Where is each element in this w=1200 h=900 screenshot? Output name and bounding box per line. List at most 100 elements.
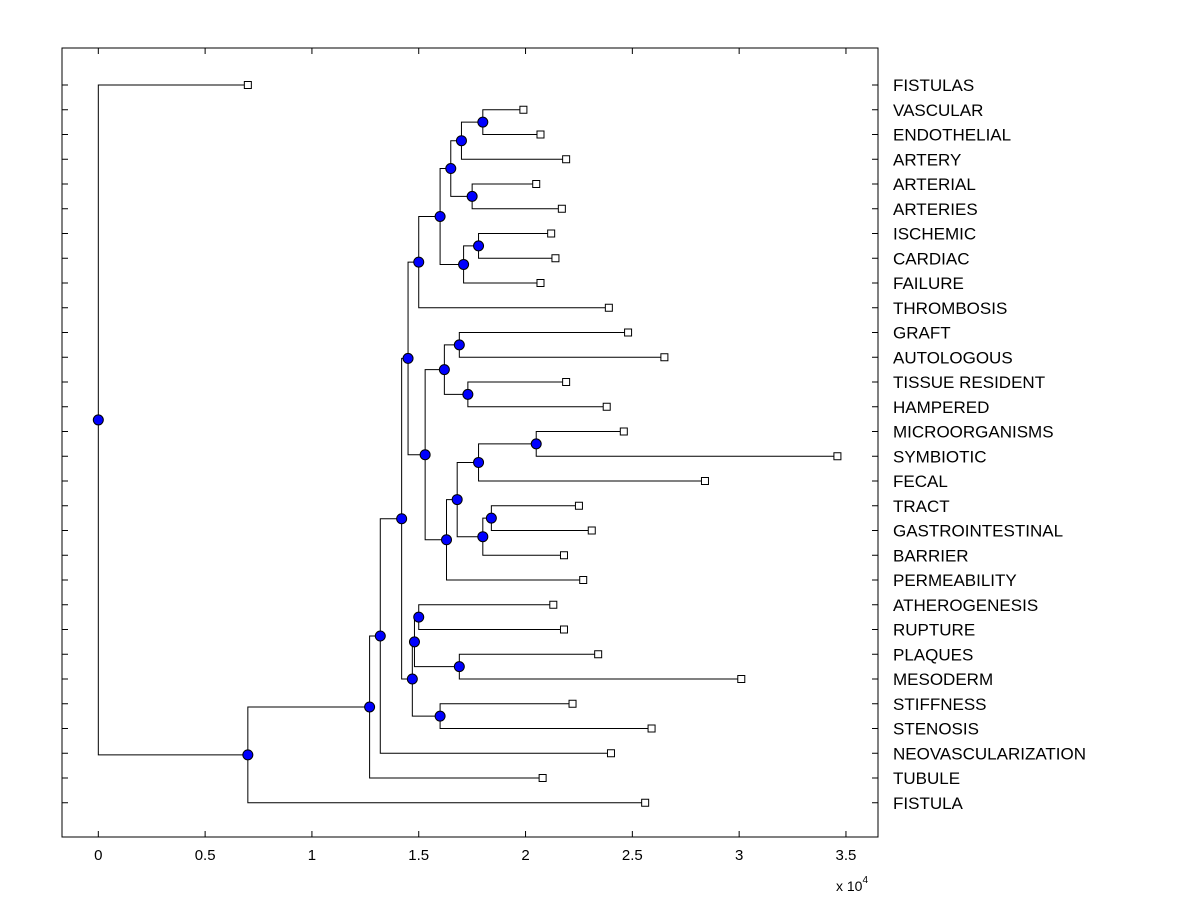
merge-node [455,135,467,147]
leaf-label: BARRIER [893,546,969,565]
merge-node [434,210,446,222]
plot-frame [61,47,879,838]
x-tick-label: 3 [735,847,743,864]
leaf-label: FISTULA [893,794,964,813]
leaf-label: MESODERM [893,670,993,689]
leaf-marker [243,81,252,89]
merge-node [406,673,418,685]
leaf-marker [641,798,650,807]
x-axis-ticks: 0 0.5 1 1.5 2 2.5 3 3.5 [94,48,856,864]
leaf-marker [519,105,528,114]
leaf-marker [568,699,577,708]
merge-node [402,352,414,364]
leaf-marker [647,724,656,733]
merge-node [441,534,453,546]
leaf-marker [532,180,541,188]
leaf-label: FECAL [893,472,948,491]
merge-node [453,661,465,673]
leaf-label: THROMBOSIS [893,299,1007,318]
merge-node [434,710,446,722]
leaf-marker [559,625,568,634]
merge-node [438,364,450,376]
merge-node [413,256,425,268]
leaf-marker [833,452,842,461]
merge-node [473,456,485,468]
leaf-marker [624,328,633,337]
leaf-marker [660,353,669,362]
leaf-label: AUTOLOGOUS [893,348,1013,367]
merge-node [242,749,254,761]
leaf-marker [579,576,588,584]
leaf-label: TUBULE [893,769,960,788]
leaf-marker [557,204,566,213]
leaf-marker [551,254,560,263]
merge-nodes [92,116,542,761]
merge-node [451,494,463,506]
leaf-label: ARTERIAL [893,175,976,194]
leaf-label: HAMPERED [893,398,989,417]
merge-node [374,630,386,642]
merge-node [466,190,478,202]
leaf-marker [559,551,568,560]
leaf-label: GRAFT [893,324,951,343]
x-tick-label: 0 [94,847,102,864]
merge-node [530,438,542,450]
x-tick-label: 1 [308,847,316,864]
merge-node [485,512,497,524]
leaf-label: STENOSIS [893,720,979,739]
leaf-marker [536,279,545,287]
leaf-label: STIFFNESS [893,695,987,714]
leaf-label: TRACT [893,497,950,516]
merge-node [453,339,465,351]
merge-node [364,701,376,713]
x-tick-label: 3.5 [836,847,857,864]
merge-node [408,636,420,648]
leaf-label: ENDOTHELIAL [893,126,1011,145]
leaf-marker [700,477,709,485]
leaf-label: NEOVASCULARIZATION [893,744,1086,763]
merge-node [396,513,408,525]
x-tick-label: 0.5 [195,847,216,864]
merge-node [445,163,457,175]
leaf-marker [619,427,628,436]
leaf-marker [574,501,583,510]
leaf-label: TISSUE RESIDENT [893,373,1045,392]
leaf-label: FISTULAS [893,76,974,95]
merge-node [477,116,489,128]
leaf-marker [737,675,746,683]
leaf-marker [606,749,615,758]
leaf-marker [602,402,611,411]
merge-node [477,531,489,543]
merge-node [473,240,485,252]
leaf-marker [562,155,571,164]
y-tick-marks [62,84,878,804]
x-tick-label: 2.5 [622,847,643,864]
leaf-label: PLAQUES [893,645,973,664]
merge-node [419,449,431,461]
leaf-marker [562,378,571,386]
leaf-label: CARDIAC [893,249,970,268]
leaf-labels: FISTULAS VASCULAR ENDOTHELIAL ARTERY ARTERIA… [893,76,1086,813]
leaf-label: ISCHEMIC [893,225,976,244]
leaf-label: ATHEROGENESIS [893,596,1038,615]
leaf-label: SYMBIOTIC [893,447,987,466]
leaf-marker [538,774,547,782]
leaf-markers [243,81,842,807]
leaf-marker [549,600,558,609]
x-axis-multiplier: x 104 [836,875,868,894]
x-axis-multiplier-base: x 10 [836,878,863,894]
leaf-label: ARTERIES [893,200,978,219]
x-tick-label: 1.5 [408,847,429,864]
leaf-label: GASTROINTESTINAL [893,522,1063,541]
leaf-marker [547,229,556,238]
leaf-label: PERMEABILITY [893,571,1017,590]
leaf-marker [594,650,603,659]
x-axis-multiplier-exponent: 4 [862,875,868,886]
leaf-label: MICROORGANISMS [893,423,1054,442]
leaf-marker [536,130,545,139]
merge-node [92,414,104,426]
merge-node [458,258,470,270]
leaf-label: VASCULAR [893,101,983,120]
x-tick-label: 2 [521,847,529,864]
